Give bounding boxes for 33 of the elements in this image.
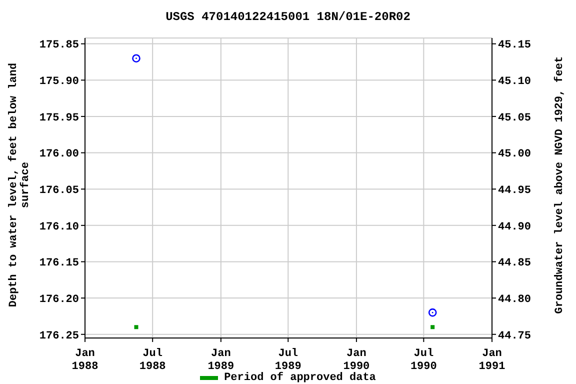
y-tick-label: 176.25 [39, 330, 80, 342]
x-tick-label: Jan 1989 [208, 348, 234, 373]
x-tick-label: Jul 1989 [274, 348, 302, 373]
y2-tick-label: 44.90 [498, 221, 532, 234]
y2-axis-title: Groundwater level above NGVD 1929, feet [553, 56, 566, 314]
chart-title: USGS 470140122415001 18N/01E-20R02 [164, 10, 412, 24]
y-tick-label: 176.20 [39, 294, 79, 306]
y-tick-label: 176.15 [39, 258, 80, 270]
y2-tick-label: 45.05 [498, 112, 532, 124]
point [428, 308, 437, 317]
point [132, 54, 140, 62]
y2-tick-label: 44.80 [498, 294, 532, 306]
y-tick-label: 175.85 [39, 40, 80, 52]
y2-tick-label: 44.85 [498, 258, 532, 270]
y-tick-label: 175.95 [39, 112, 80, 124]
legend-label: Period of approved data [223, 372, 376, 384]
y2-tick-label: 45.10 [498, 76, 532, 88]
y-tick-label: 176.00 [39, 148, 79, 161]
point [430, 325, 435, 330]
y2-tick-label: 45.15 [498, 40, 532, 52]
y2-tick-label: 44.75 [498, 330, 532, 342]
y-tick-label: 176.10 [39, 221, 79, 234]
x-tick-label: Jul 1990 [410, 348, 437, 373]
y2-tick-label: 44.95 [498, 184, 532, 197]
y-tick-label: 176.05 [39, 184, 80, 197]
x-tick-label: Jan 1990 [343, 348, 370, 373]
point [134, 325, 138, 330]
x-tick-label: Jul 1988 [139, 348, 166, 373]
y-axis-title: Depth to water level, feet below land surface [7, 62, 32, 308]
x-tick-label: Jan 1988 [72, 348, 99, 373]
x-tick-label: Jan 1991 [478, 348, 506, 373]
y-tick-label: 175.90 [39, 76, 79, 88]
y2-tick-label: 45.00 [498, 148, 532, 161]
